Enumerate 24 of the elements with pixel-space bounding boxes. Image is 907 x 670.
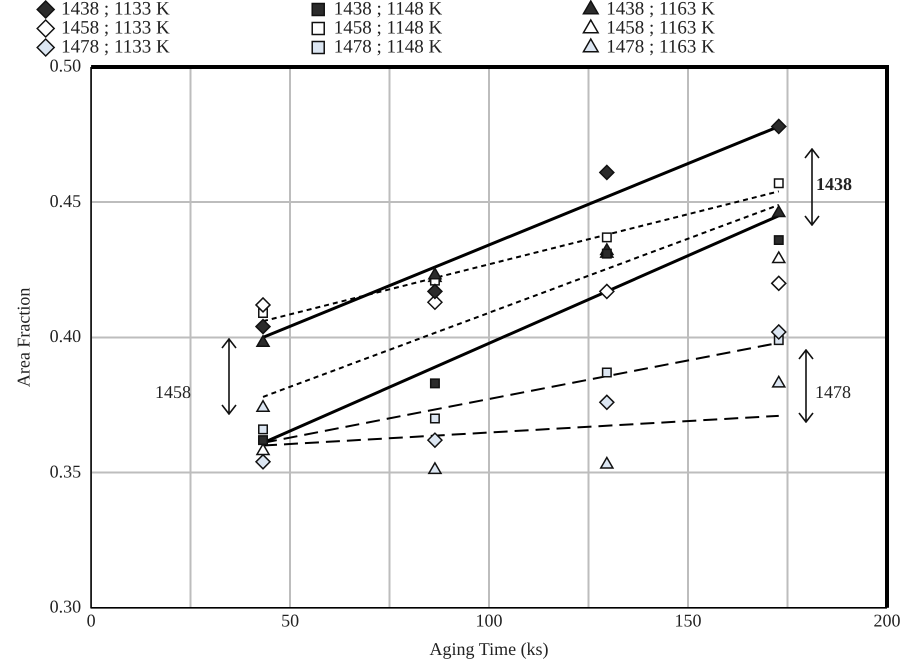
legend-label: 1458 ; 1133 K bbox=[61, 17, 312, 38]
legend-label: 1438 ; 1163 K bbox=[606, 0, 858, 20]
y-tick-label: 0.30 bbox=[50, 596, 82, 617]
y-tick-label: 0.40 bbox=[50, 326, 82, 346]
x-tick-label: 0 bbox=[86, 610, 96, 630]
annotation: 1458 bbox=[155, 382, 191, 403]
y-tick-label: 0.50 bbox=[50, 56, 82, 76]
x-tick-label: 200 bbox=[874, 610, 900, 630]
annotation: 1438 bbox=[816, 174, 852, 195]
x-tick-label: 150 bbox=[674, 610, 702, 630]
x-tick-label: 50 bbox=[281, 610, 300, 630]
annotation: 1478 bbox=[815, 382, 851, 403]
legend-label: 1458 ; 1148 K bbox=[334, 17, 585, 38]
legend-label: 1458 ; 1163 K bbox=[606, 17, 858, 38]
legend-label: 1438 ; 1133 K bbox=[61, 0, 312, 20]
y-tick-label: 0.35 bbox=[50, 461, 82, 482]
legend-label: 1478 ; 1148 K bbox=[334, 36, 585, 58]
legend-label: 1478 ; 1133 K bbox=[61, 36, 312, 58]
y-axis-title: Area Fraction bbox=[14, 288, 34, 388]
y-tick-label: 0.45 bbox=[50, 190, 82, 211]
x-tick-label: 100 bbox=[476, 610, 503, 630]
x-axis-title: Aging Time (ks) bbox=[430, 638, 549, 659]
legend-label: 1438 ; 1148 K bbox=[334, 0, 585, 20]
legend-label: 1478 ; 1163 K bbox=[606, 36, 858, 58]
